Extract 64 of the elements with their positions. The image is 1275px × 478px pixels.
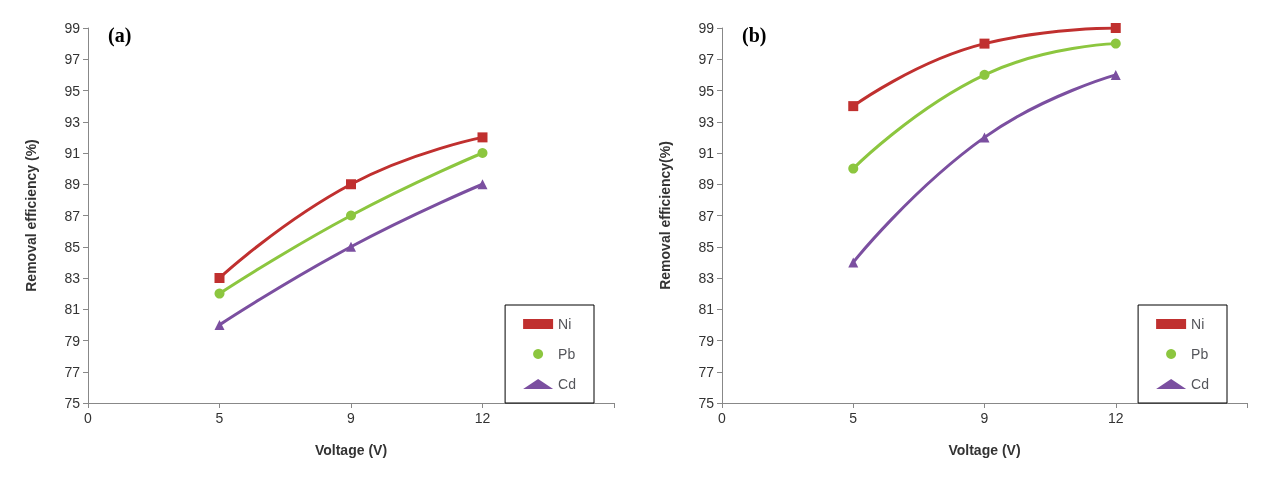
y-tick-label: 79 (698, 332, 715, 349)
y-axis-title: Removal efficiency (%) (23, 139, 39, 292)
legend-label: Pb (1191, 346, 1209, 362)
y-tick-label: 99 (64, 20, 81, 36)
point (346, 241, 356, 252)
legend-label: Cd (1191, 376, 1210, 392)
y-tick-label: 85 (698, 238, 715, 255)
y-tick-label: 93 (698, 113, 715, 130)
y-tick-label: 93 (64, 113, 81, 130)
point (1110, 69, 1121, 80)
y-tick-label: 75 (698, 395, 715, 411)
point (979, 69, 990, 80)
x-tick-label: 5 (215, 410, 224, 426)
y-tick-label: 95 (698, 82, 715, 99)
legend-label: Ni (558, 316, 572, 332)
y-tick-label: 95 (64, 82, 81, 99)
x-tick-label: 5 (849, 410, 858, 426)
point (477, 179, 488, 190)
point (214, 288, 225, 299)
point (848, 163, 859, 174)
x-tick-label: 0 (718, 410, 727, 426)
y-tick-label: 77 (64, 363, 81, 380)
point (848, 257, 859, 268)
y-tick-label: 81 (64, 301, 81, 318)
y-tick-label: 91 (64, 145, 81, 161)
y-tick-label: 81 (698, 301, 715, 318)
y-tick-label: 85 (64, 238, 81, 255)
y-tick-label: 97 (698, 51, 715, 68)
point (1110, 23, 1121, 33)
y-tick-label: 87 (698, 207, 715, 224)
point (848, 101, 859, 112)
y-tick-label: 75 (64, 395, 81, 411)
x-tick-label: 9 (980, 410, 989, 426)
y-tick-label: 83 (698, 270, 715, 286)
legend-label: Cd (558, 376, 577, 392)
point (346, 179, 356, 190)
y-tick-label: 89 (64, 176, 81, 193)
y-tick-label: 83 (64, 270, 81, 286)
y-tick-label: 77 (698, 363, 715, 380)
x-tick-label: 12 (474, 410, 491, 426)
x-axis-title: Voltage (V) (314, 442, 388, 458)
x-tick-label: 0 (84, 410, 93, 426)
point (346, 210, 356, 221)
y-tick-label: 91 (698, 145, 715, 161)
y-tick-label: 99 (698, 20, 715, 36)
x-tick-label: 12 (1107, 410, 1124, 426)
chart-title: (b) (742, 24, 767, 47)
legend-label: Ni (1191, 316, 1205, 332)
y-axis-title: Removal efficiency(%) (657, 141, 673, 290)
x-axis-title: Voltage (V) (948, 442, 1021, 458)
legend-label: Pb (558, 346, 576, 362)
x-tick-label: 9 (347, 410, 356, 426)
point (214, 273, 225, 283)
point (214, 319, 225, 330)
point (477, 132, 488, 143)
y-tick-label: 97 (64, 51, 81, 68)
y-tick-label: 79 (64, 332, 81, 349)
y-tick-label: 89 (698, 176, 715, 193)
point (979, 38, 990, 49)
point (979, 132, 990, 143)
y-tick-label: 87 (64, 207, 81, 224)
point (477, 148, 488, 158)
chart-title: (a) (108, 24, 132, 47)
point (1110, 38, 1121, 49)
